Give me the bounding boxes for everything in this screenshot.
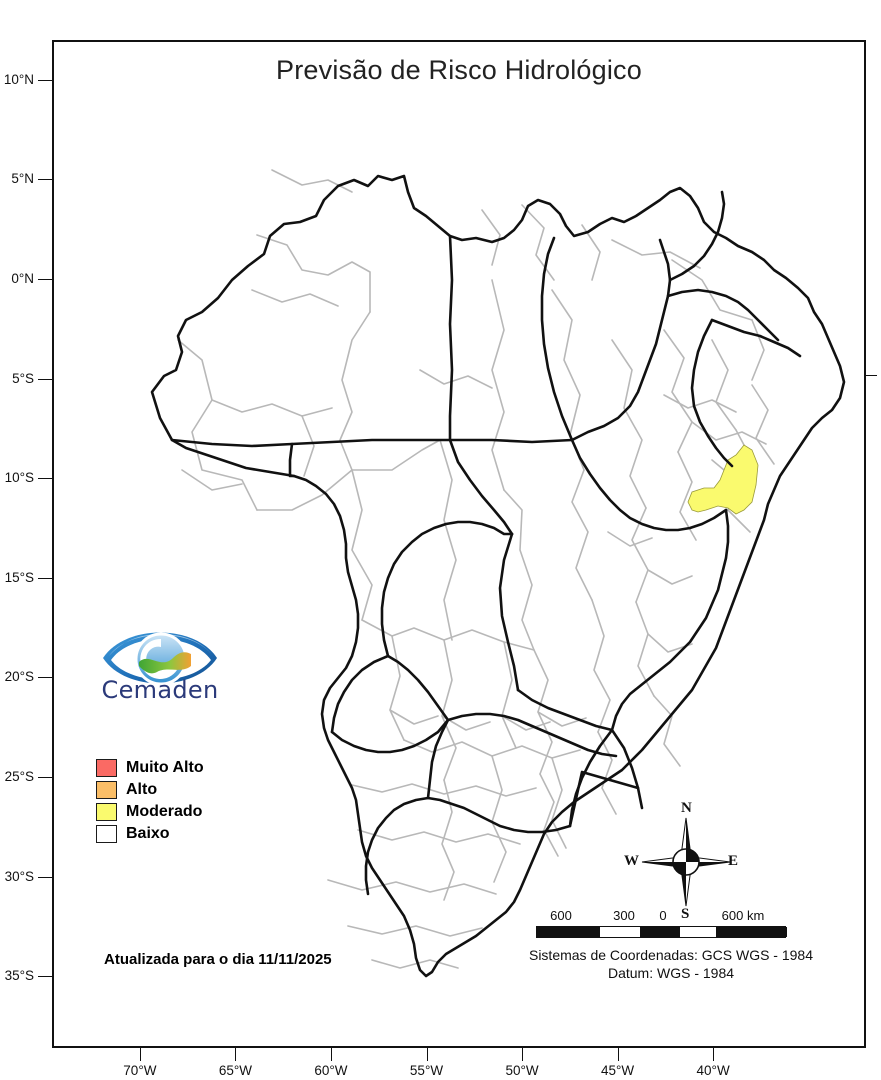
y-axis-tick <box>38 777 52 779</box>
y-axis-tick <box>38 279 52 281</box>
brazil-map-canvas <box>150 169 846 978</box>
legend-swatch-alto <box>96 780 117 799</box>
scale-bar: 600 300 0 600 km <box>536 908 787 938</box>
x-axis-tick <box>522 1048 524 1061</box>
scale-seg-2 <box>600 927 640 937</box>
compass-label-west: W <box>624 853 639 869</box>
y-axis-label: 10°S <box>4 470 34 486</box>
compass-label-south: S <box>681 906 690 922</box>
scale-seg-3 <box>640 927 680 937</box>
y-axis-label: 5°N <box>11 171 34 187</box>
scale-seg-1 <box>537 927 600 937</box>
y-axis-tick <box>38 179 52 181</box>
y-axis-label: 5°S <box>12 370 34 386</box>
y-axis-tick <box>38 577 52 579</box>
legend-label-alto: Alto <box>126 780 158 798</box>
compass-label-east: E <box>728 853 739 869</box>
y-axis-label: 30°S <box>4 868 34 884</box>
y-axis-tick <box>38 876 52 878</box>
scale-bar-graphic <box>536 926 787 938</box>
compass-label-north: N <box>681 800 692 816</box>
y-axis-tick <box>38 478 52 480</box>
legend-label-baixo: Baixo <box>126 824 170 842</box>
risk-legend: Muito Alto Alto Moderado Baixo <box>96 757 204 845</box>
compass-rose-icon <box>641 817 731 907</box>
page-title: Previsão de Risco Hidrológico <box>276 55 642 85</box>
coordinate-system-note: Sistemas de Coordenadas: GCS WGS - 1984 … <box>486 947 856 982</box>
x-axis-label: 70°W <box>123 1063 157 1078</box>
x-axis-label: 60°W <box>314 1063 348 1078</box>
scale-label-600-left: 600 <box>550 908 572 923</box>
x-axis-label: 65°W <box>218 1063 252 1078</box>
y-axis-tick <box>38 677 52 679</box>
scale-bar-numbers: 600 300 0 600 km <box>536 908 786 926</box>
crs-line-1: Sistemas de Coordenadas: GCS WGS - 1984 <box>528 947 814 963</box>
y-axis-tick <box>38 378 52 380</box>
legend-swatch-baixo <box>96 824 117 843</box>
scale-seg-5 <box>716 927 787 937</box>
risk-polygon-layer <box>687 444 759 515</box>
state-boundaries <box>150 174 846 978</box>
y-axis-label: 25°S <box>4 769 34 785</box>
x-axis-tick <box>426 1048 428 1061</box>
y-axis-label: 15°S <box>4 569 34 585</box>
cemaden-wordmark: Cemaden <box>101 676 219 704</box>
crs-line-2: Datum: WGS - 1984 <box>607 964 735 981</box>
x-axis-tick <box>139 1048 141 1061</box>
x-axis-tick <box>617 1048 619 1061</box>
scale-label-0: 0 <box>659 908 667 923</box>
y-axis-label: 35°S <box>4 968 34 984</box>
y-axis-tick <box>38 976 52 978</box>
map-plot-frame <box>52 40 866 1048</box>
right-edge-tick <box>866 374 877 376</box>
scale-label-300: 300 <box>613 908 635 923</box>
y-axis-tick <box>38 79 52 81</box>
y-axis-label: 0°N <box>11 271 34 287</box>
y-axis-label: 20°S <box>4 669 34 685</box>
compass-rose: N S W E <box>624 800 739 922</box>
legend-item-moderado: Moderado <box>96 801 204 822</box>
legend-item-muito-alto: Muito Alto <box>96 757 204 778</box>
x-axis-label: 55°W <box>409 1063 444 1078</box>
legend-label-moderado: Moderado <box>126 802 203 820</box>
legend-item-baixo: Baixo <box>96 823 204 844</box>
x-axis-tick <box>235 1048 237 1061</box>
x-axis-label: 40°W <box>696 1063 730 1078</box>
legend-item-alto: Alto <box>96 779 204 800</box>
cemaden-logo-icon <box>103 632 217 686</box>
legend-label-muito-alto: Muito Alto <box>126 758 204 776</box>
x-axis-tick <box>713 1048 715 1061</box>
scale-seg-4 <box>680 927 716 937</box>
legend-swatch-moderado <box>96 802 117 821</box>
x-axis-label: 45°W <box>601 1063 635 1078</box>
scale-label-600-km: 600 km <box>721 908 765 923</box>
y-axis-label: 10°N <box>3 71 34 87</box>
update-date-note: Atualizada para o dia 11/11/2025 <box>104 951 332 968</box>
x-axis-tick <box>330 1048 332 1061</box>
risk-region-bahia-coast <box>687 444 759 515</box>
x-axis-label: 50°W <box>505 1063 539 1078</box>
legend-swatch-muito-alto <box>96 758 117 777</box>
